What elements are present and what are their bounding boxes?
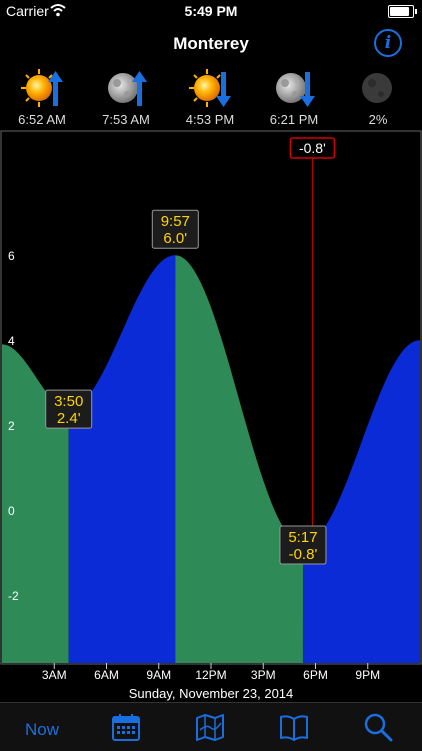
map-icon [196,714,224,741]
low-tide-label: 3:502.4' [45,389,93,429]
x-tick-label: 6AM [94,668,119,680]
moon-phase-item: 2% [336,68,420,127]
book-icon [280,715,308,741]
moon-phase-icon [362,73,392,103]
sunset-time: 4:53 PM [185,112,235,127]
tide-time-label: 5:17 [288,529,317,546]
low-tide-label: 5:17-0.8' [279,525,327,565]
moonrise-time: 7:53 AM [102,112,150,127]
x-tick-label: 3AM [42,668,67,680]
sunrise-item: 6:52 AM [0,68,84,127]
tide-height-label: -0.8' [289,546,318,563]
ebb-tide-area [175,255,303,663]
x-tick-label: 9AM [146,668,171,680]
tab-calendar[interactable] [84,703,168,751]
tide-time-label: 9:57 [161,213,190,230]
tide-height-label: 2.4' [57,410,81,427]
x-tick-label: 6PM [303,668,328,680]
sunset-icon [189,69,231,107]
page-title: Monterey [173,34,249,53]
flood-tide-area [302,340,420,663]
y-tick-label: -2 [8,589,19,603]
y-tick-label: 2 [8,419,15,433]
current-height-label: -0.8' [299,140,326,156]
moonrise-icon [108,71,147,106]
tab-now-label: Now [24,720,59,739]
tide-time-label: 3:50 [54,393,83,410]
battery-icon [388,5,417,18]
x-tick-label: 12PM [195,668,226,680]
tide-label-box [151,209,199,249]
y-tick-label: 4 [8,334,15,348]
y-tick-label: 0 [8,504,15,518]
x-tick-label: 3PM [251,668,276,680]
moon-phase-value: 2% [368,112,388,127]
moonset-time: 6:21 PM [269,112,319,127]
search-icon [364,713,393,742]
high-tide-label: 9:576.0' [151,209,199,249]
tab-search[interactable] [336,703,420,751]
calendar-icon [112,714,140,741]
flood-tide-area [68,255,176,663]
chart-date: Sunday, November 23, 2014 [128,686,294,701]
current-height-box [289,137,336,159]
carrier-label: Carrier [6,3,49,19]
moonset-item: 6:21 PM [252,68,336,127]
nav-bar: Monterey i [0,22,422,66]
wifi-icon [50,4,66,17]
tide-height-label: 6.0' [163,230,187,247]
moonset-icon [276,72,315,107]
tide-label-box [45,389,93,429]
tide-chart[interactable]: -2 0 2 4 6 3AM 6AM 9AM 12PM 3PM 6PM 9PM -0.8' 3:50… [0,130,422,680]
tab-now[interactable]: Now [0,703,84,751]
tide-label-box [279,525,327,565]
tab-bar: Now [0,702,422,751]
sunset-item: 4:53 PM [168,68,252,127]
sunrise-time: 6:52 AM [18,112,66,127]
status-bar: Carrier 5:49 PM [0,0,422,22]
info-icon[interactable]: i [374,29,402,57]
y-tick-label: 6 [8,249,15,263]
astro-strip: 6:52 AM 7:53 AM 4:53 PM 6:21 PM 2% [0,68,422,130]
tab-book[interactable] [252,703,336,751]
status-time: 5:49 PM [184,3,238,19]
x-tick-label: 9PM [355,668,380,680]
tab-map[interactable] [168,703,252,751]
moonrise-item: 7:53 AM [84,68,168,127]
sunrise-icon [21,69,63,107]
